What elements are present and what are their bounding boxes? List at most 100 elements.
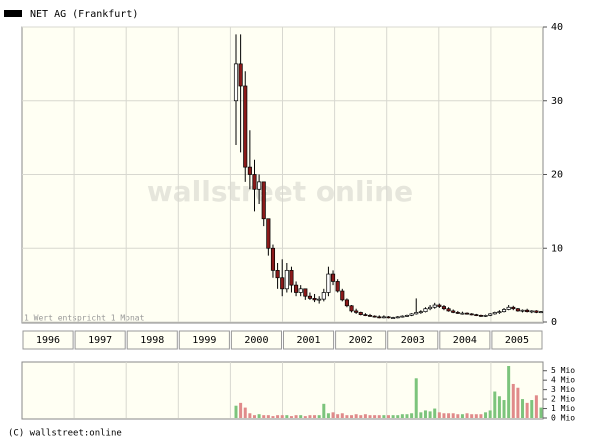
candle-body [501, 309, 507, 313]
candle-body [233, 63, 239, 102]
candle-body [428, 306, 433, 310]
year-box [22, 330, 74, 350]
candle-body [437, 304, 442, 307]
candle-body [520, 309, 525, 312]
volume-bar [502, 400, 506, 418]
candle-body [381, 316, 386, 319]
candle-body [423, 308, 428, 313]
candle-body [294, 284, 299, 293]
volume-bar [511, 383, 515, 418]
candle-body [377, 316, 382, 319]
volume-bar [525, 402, 529, 418]
candle-body [432, 304, 437, 308]
volume-bar [465, 413, 469, 418]
volume-bar [516, 387, 520, 418]
candle-body [340, 290, 345, 301]
candle-body [488, 313, 493, 316]
volume-bar [252, 415, 256, 418]
y-tick-label: 20 [551, 170, 563, 181]
volume-bar [433, 408, 437, 418]
volume-bar [396, 415, 400, 418]
y-tick-label: 10 [551, 243, 563, 254]
volume-bar [447, 413, 451, 418]
candle-body [358, 312, 363, 315]
x-tick-label: 2002 [349, 335, 373, 346]
candle-body [525, 309, 530, 313]
volume-bar [493, 391, 497, 418]
candle-body [303, 288, 308, 297]
year-box [283, 330, 335, 350]
year-box [126, 330, 178, 350]
candle-body [409, 313, 414, 316]
year-box [178, 330, 230, 350]
volume-bar [350, 415, 354, 418]
y-tick-label: 30 [551, 96, 563, 107]
x-tick-label: 1997 [88, 335, 112, 346]
candle-body [307, 295, 312, 299]
volume-bar [497, 396, 501, 418]
legend-label: NET AG (Frankfurt) [30, 9, 138, 20]
volume-bar [289, 416, 293, 418]
volume-bar [373, 415, 377, 418]
candle-body [474, 314, 479, 316]
note: 1 Wert entspricht 1 Monat [24, 314, 145, 323]
volume-bar [262, 415, 266, 418]
volume-bar [442, 413, 446, 418]
candle-body [363, 314, 368, 316]
volume-bar [363, 414, 367, 418]
candle-body [511, 306, 516, 310]
volume-bar [377, 415, 381, 418]
y-tick-label: 40 [551, 22, 563, 33]
candle-body [395, 316, 400, 319]
volume-bar [294, 415, 298, 418]
candle-body [483, 315, 488, 317]
year-box [230, 330, 282, 350]
candle-body [492, 312, 497, 315]
year-box [335, 330, 387, 350]
volume-bar [336, 414, 340, 418]
candle-body [326, 273, 331, 293]
candle-body [469, 313, 474, 316]
candle-body [317, 298, 322, 301]
volume-bar [326, 413, 330, 418]
volume-bar [257, 414, 261, 418]
volume-bar [331, 412, 335, 418]
volume-bar [470, 414, 474, 418]
x-tick-label: 2003 [401, 335, 425, 346]
volume-bar [428, 411, 432, 418]
volume-bar [474, 414, 478, 418]
volume-bar [539, 407, 543, 418]
year-box [387, 330, 439, 350]
candle-body [460, 312, 465, 315]
volume-bar [423, 410, 427, 418]
x-tick-label: 2004 [453, 335, 477, 346]
candle-body [441, 306, 447, 310]
candle-body [349, 305, 354, 312]
candle-body [261, 181, 266, 220]
volume-bar [243, 407, 247, 418]
volume-bar [368, 415, 372, 418]
watermark: wallstreet online [147, 175, 413, 208]
volume-bar [340, 413, 344, 418]
x-tick-label: 2005 [505, 335, 529, 346]
volume-bar [382, 415, 386, 418]
volume-bar [391, 415, 395, 418]
y-tick-label: 4 Mio [551, 376, 575, 385]
candle-body [266, 218, 271, 249]
candle-body [330, 273, 336, 282]
candle-body [257, 181, 262, 190]
volume-bar [484, 412, 488, 418]
candle-body [243, 85, 248, 168]
volume-bar [303, 416, 307, 418]
candle-body [280, 277, 285, 290]
y-tick-label: 1 Mio [551, 404, 575, 413]
volume-bar [488, 410, 492, 418]
y-tick-label: 0 [551, 317, 557, 328]
candle-body [289, 270, 294, 286]
volume-bar [437, 412, 441, 418]
x-tick-label: 2000 [244, 335, 268, 346]
volume-bar [285, 415, 289, 418]
volume-bar [400, 414, 404, 418]
candle-body [418, 311, 423, 314]
volume-bar [507, 366, 511, 418]
